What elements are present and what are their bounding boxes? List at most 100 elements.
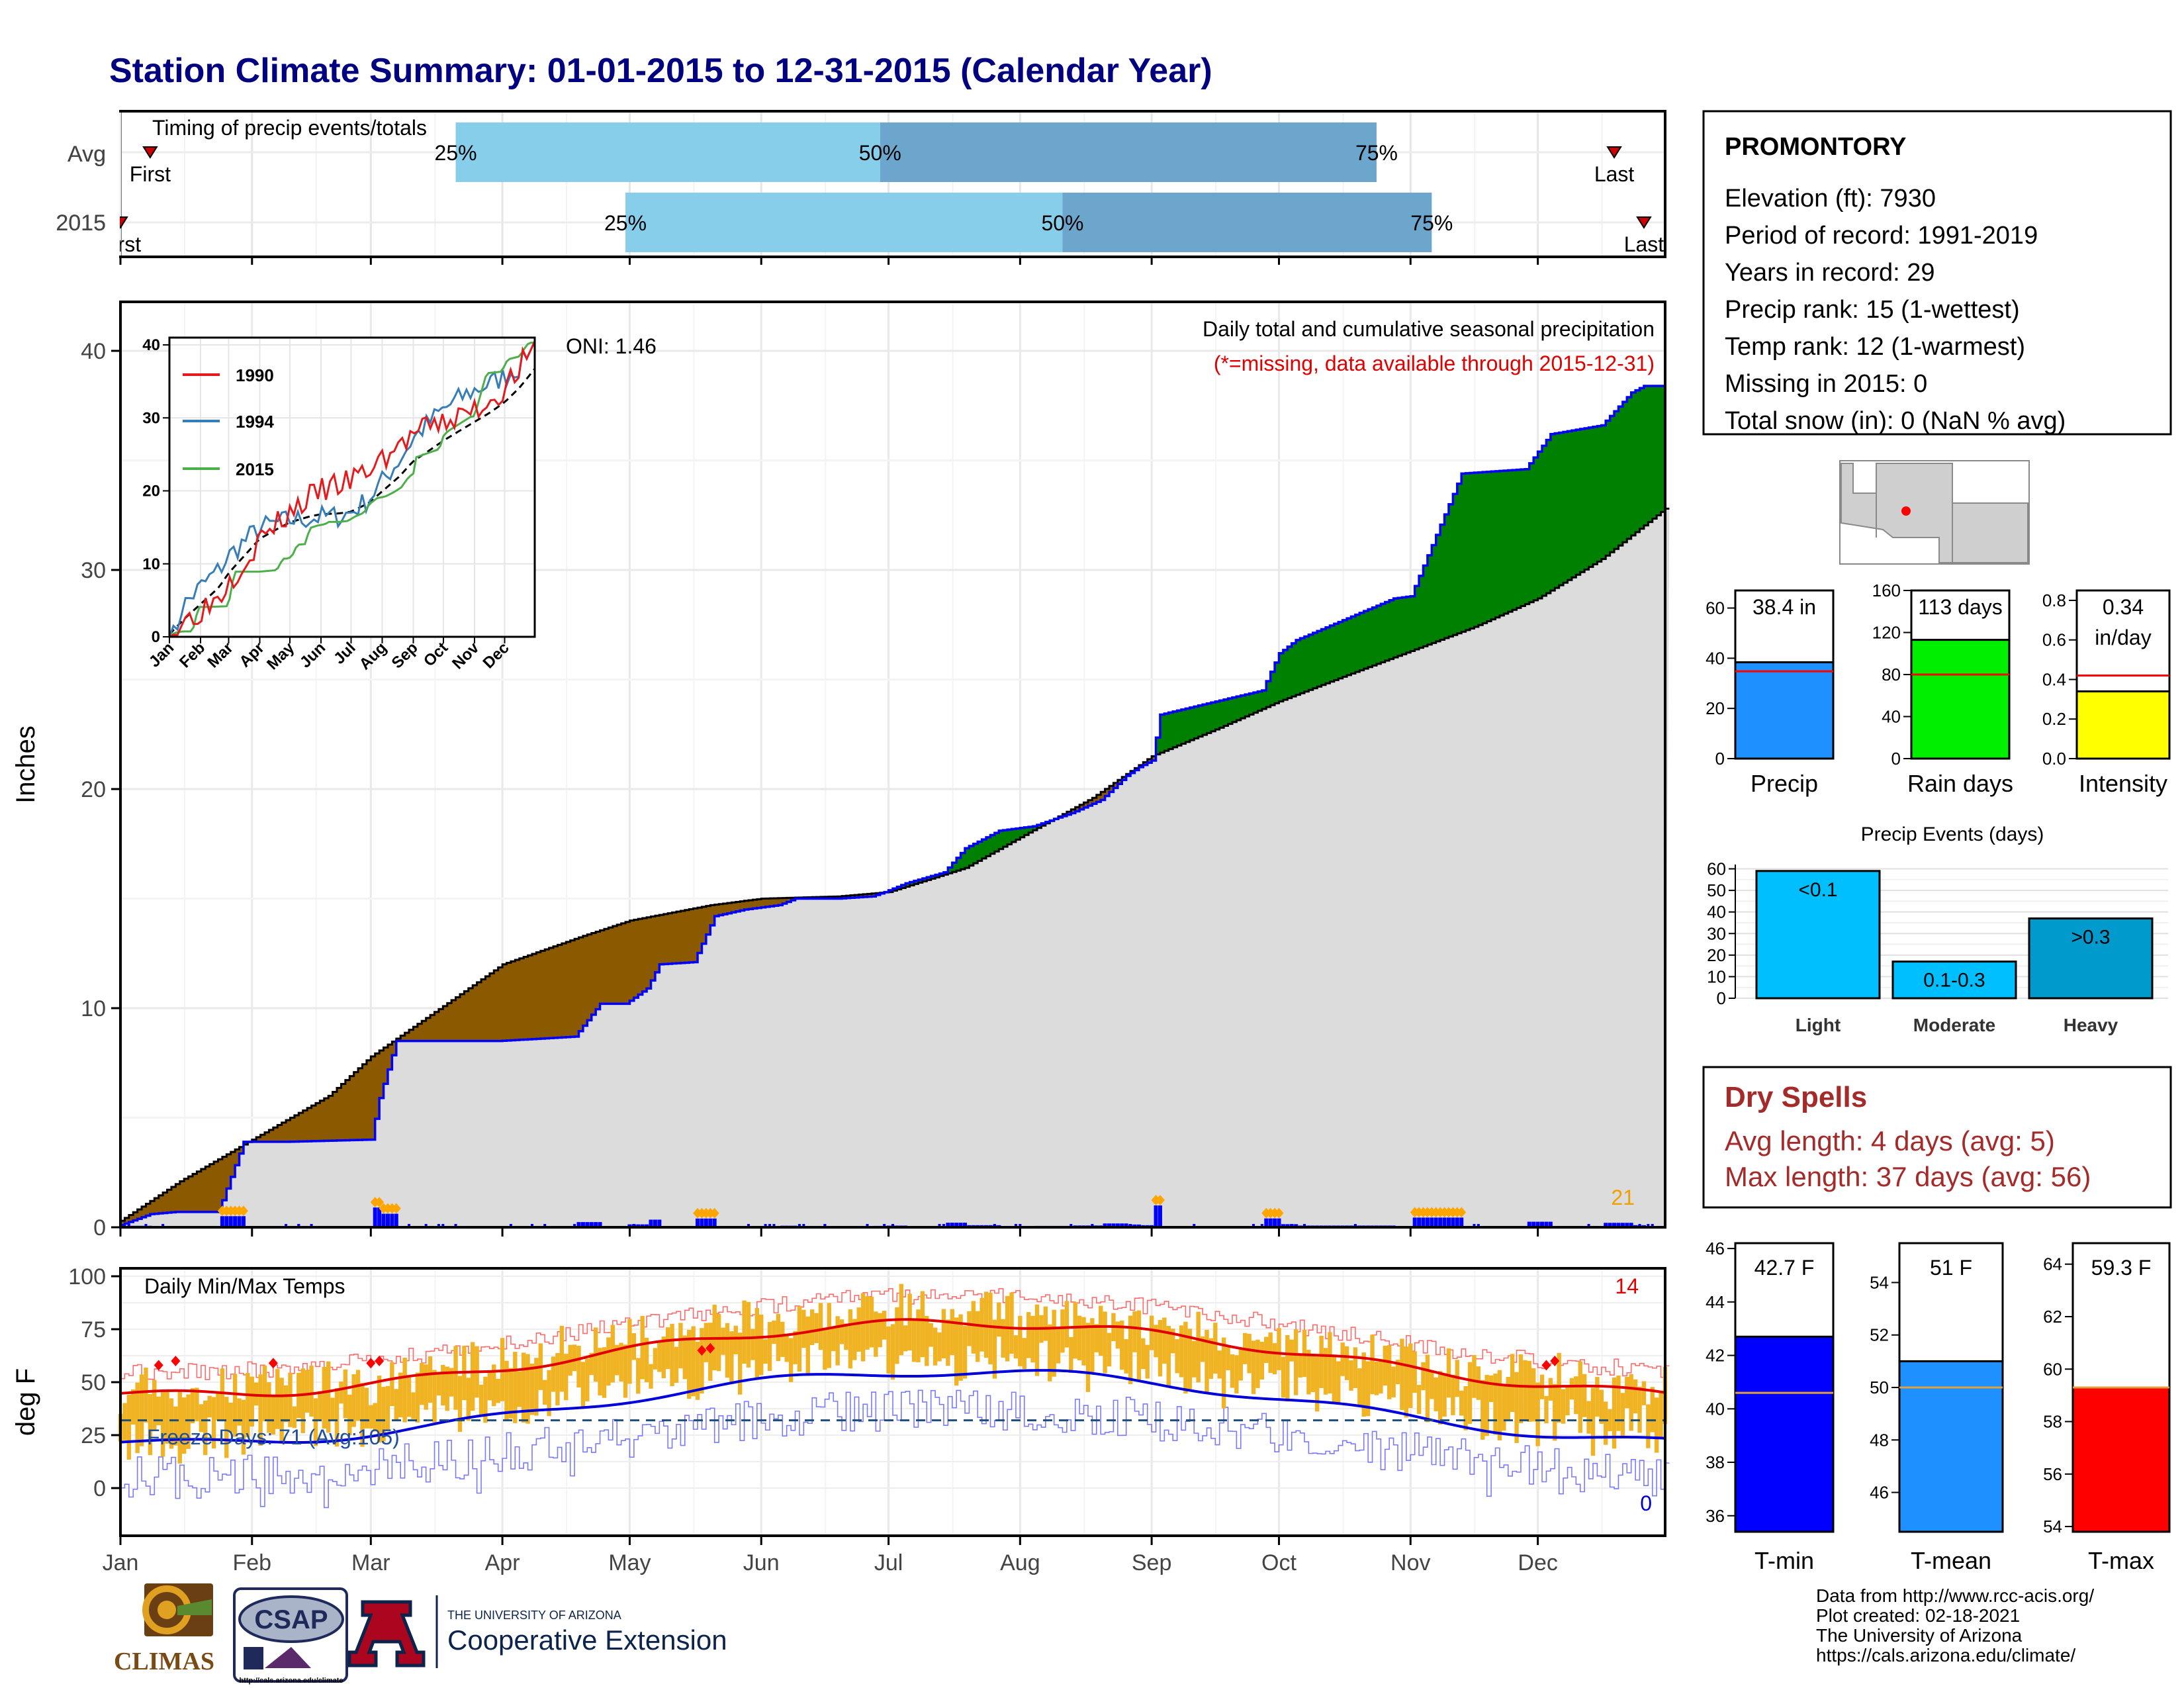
daily-temp-range-bar (619, 1342, 623, 1382)
daily-temp-range-bar (144, 1368, 148, 1423)
footer-line-4: https://cals.arizona.edu/climate/ (1816, 1645, 2075, 1665)
daily-temp-range-bar (1136, 1310, 1142, 1380)
month-label: Dec (1518, 1550, 1557, 1575)
daily-temp-range-bar (1395, 1360, 1400, 1385)
daily-precip-bar (640, 1224, 645, 1227)
daily-precip-bar (1421, 1217, 1426, 1227)
inset-legend: 1990 1994 2015 (183, 365, 274, 479)
daily-precip-bar (237, 1216, 242, 1227)
tmin-category-label: T-min (1754, 1547, 1814, 1574)
daily-temp-range-bar (1085, 1323, 1091, 1392)
daily-temp-range-bar (258, 1374, 263, 1446)
station-temp-rank: Temp rank: 12 (1-warmest) (1725, 333, 2025, 361)
daily-temp-range-bar (1060, 1309, 1065, 1353)
temp-y-tick-label: 25 (81, 1423, 106, 1448)
record-min-line (120, 1389, 1670, 1509)
normal-min-line (120, 1369, 1666, 1444)
daily-temp-range-bar (445, 1366, 449, 1411)
tmean-value-label: 51 F (1930, 1256, 1972, 1280)
dry-spells-max: Max length: 37 days (avg: 56) (1725, 1161, 2091, 1192)
daily-temp-range-bar (228, 1402, 233, 1432)
daily-temp-range-bar (1064, 1301, 1069, 1348)
daily-temp-range-bar (1315, 1356, 1320, 1412)
oni-label: ONI: 1.46 (566, 334, 657, 358)
timing-title: Timing of precip events/totals (152, 116, 427, 140)
daily-temp-range-bar (1251, 1340, 1256, 1394)
daily-temp-range-bar (946, 1319, 950, 1366)
daily-temp-range-bar (411, 1392, 416, 1419)
daily-temp-range-bar (1518, 1354, 1524, 1424)
precip-y-tick-label: 40 (81, 339, 106, 364)
daily-temp-range-bar (1234, 1355, 1239, 1394)
daily-precip-bar (385, 1213, 390, 1227)
daily-temp-range-bar (271, 1395, 276, 1435)
daily-precip-bar (224, 1216, 229, 1227)
precip-y-label: Inches (11, 726, 40, 804)
daily-temp-range-bar (436, 1374, 441, 1396)
daily-temp-range-bar (860, 1293, 866, 1362)
inset-line-1994 (168, 340, 536, 637)
daily-precip-bar (161, 1224, 165, 1227)
daily-temp-range-bar (1132, 1311, 1137, 1352)
station-snow: Total snow (in): 0 (NaN % avg) (1725, 407, 2066, 435)
daily-temp-range-bar (122, 1403, 127, 1440)
daily-precip-bar (454, 1224, 457, 1227)
daily-temp-range-bar (279, 1378, 284, 1443)
temperature-bars: 36 38 40 42 44 46 42.7 F T-min 46 48 50 52 54 51 F T-m… (1706, 1239, 2171, 1574)
events-y-tick-label: 20 (1707, 945, 1726, 965)
daily-temp-range-bar (691, 1326, 696, 1397)
daily-precip-bar (1353, 1224, 1357, 1227)
daily-temp-range-bar (1022, 1338, 1026, 1370)
freeze-days-label: Freeze Days: 71 (Avg:105) (147, 1425, 400, 1449)
daily-temp-range-bar (449, 1368, 454, 1397)
daily-temp-range-bar (640, 1315, 645, 1380)
daily-temp-range-bar (300, 1368, 305, 1433)
daily-precip-bar (1260, 1224, 1263, 1227)
tmax-value-label: 59.3 F (2091, 1256, 2152, 1280)
daily-temp-range-bar (721, 1327, 725, 1355)
daily-temp-range-bar (1090, 1318, 1095, 1374)
daily-temp-range-bar (1391, 1366, 1396, 1397)
daily-temp-range-bar (1608, 1409, 1612, 1431)
daily-temp-range-bar (1264, 1336, 1269, 1364)
heavy-event-marker (238, 1205, 248, 1217)
daily-temp-range-bar (246, 1372, 250, 1438)
daily-temp-range-bar (160, 1390, 165, 1457)
daily-precip-bar (708, 1218, 713, 1227)
daily-temp-range-bar (1484, 1374, 1489, 1436)
legend-2015: 2015 (236, 459, 274, 479)
daily-precip-bar (509, 1224, 512, 1227)
daily-precip-bar (1129, 1224, 1132, 1227)
daily-temp-range-bar (809, 1309, 815, 1346)
daily-temp-range-bar (636, 1358, 641, 1394)
daily-temp-range-bar (492, 1364, 496, 1407)
daily-temp-range-bar (1298, 1354, 1302, 1378)
inset-line-2015 (169, 342, 534, 637)
daily-temp-range-bar (780, 1321, 785, 1357)
daily-temp-range-bar (432, 1370, 437, 1423)
month-label: Jan (103, 1550, 139, 1575)
daily-precip-bar (1136, 1224, 1141, 1227)
daily-precip-bar (1290, 1224, 1293, 1227)
daily-temp-range-bar (903, 1325, 908, 1352)
csap-url: http://cals.arizona.edu/climate (239, 1677, 343, 1685)
precip-y-axis: 0 10 20 30 40 (81, 339, 120, 1241)
daily-temp-range-bar (1013, 1335, 1019, 1359)
temp-series (118, 1284, 1670, 1509)
daily-temp-range-bar (1208, 1338, 1214, 1379)
ua-logo: THE UNIVERSITY OF ARIZONA Cooperative Ex… (347, 1595, 727, 1668)
daily-temp-range-bar (351, 1374, 356, 1427)
month-axis: Jan Feb Mar Apr May Jun Jul Aug Sep Oct Nov Dec (103, 1536, 1558, 1575)
daily-precip-bar (573, 1224, 576, 1227)
daily-temp-range-bar (1328, 1332, 1332, 1394)
daily-temp-range-bar (304, 1370, 310, 1413)
daily-precip-bar (543, 1224, 547, 1227)
daily-temp-range-bar (1425, 1354, 1430, 1423)
daily-temp-range-bar (275, 1369, 280, 1429)
intensity-category-label: Intensity (2079, 770, 2167, 797)
daily-precip-bar (1091, 1224, 1094, 1227)
daily-precip-bar (1107, 1223, 1112, 1227)
daily-temp-range-bar (1654, 1397, 1659, 1453)
daily-temp-range-bar (406, 1377, 412, 1417)
